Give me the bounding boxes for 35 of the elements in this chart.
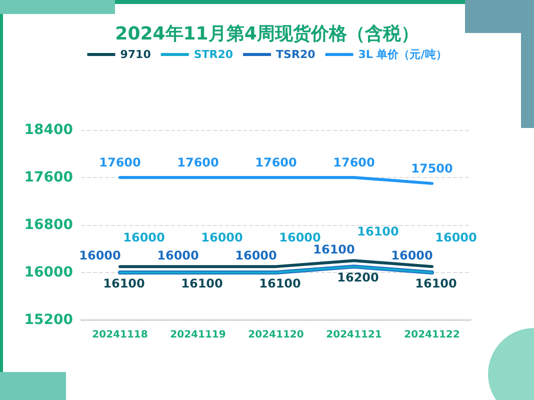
data-label: 16000 [279, 230, 321, 244]
data-label: 16100 [103, 276, 145, 291]
data-label: 17600 [333, 156, 375, 170]
data-label: 17600 [255, 156, 297, 170]
y-tick-label: 15200 [24, 312, 74, 328]
y-tick-label: 18400 [24, 122, 74, 138]
x-tick-label: 20241121 [326, 330, 382, 340]
y-tick-label: 16000 [24, 264, 74, 280]
data-label: 16100 [181, 276, 223, 291]
x-tick-label: 20241118 [92, 330, 148, 340]
data-label: 17500 [411, 161, 453, 176]
data-label: 16100 [259, 276, 301, 291]
data-label: 16000 [79, 248, 121, 262]
data-label: 16100 [415, 276, 457, 291]
data-label: 17600 [99, 156, 141, 170]
data-label: 16100 [313, 242, 355, 257]
data-label: 16000 [235, 248, 277, 262]
legend-label: TSR20 [276, 48, 316, 61]
y-tick-label: 17600 [24, 170, 74, 186]
legend-label: STR20 [194, 48, 234, 61]
x-tick-label: 20241122 [404, 330, 460, 340]
data-label: 16000 [201, 230, 243, 244]
x-tick-label: 20241120 [248, 330, 304, 340]
legend-label: 3L 单价（元/吨） [358, 48, 447, 61]
data-label: 16000 [157, 248, 199, 262]
legend-label: 9710 [120, 48, 152, 61]
y-tick-label: 16800 [24, 217, 74, 233]
chart-title: 2024年11月第4周现货价格（含税） [115, 24, 419, 44]
data-label: 17600 [177, 156, 219, 170]
data-label: 16200 [337, 270, 379, 285]
x-tick-label: 20241119 [170, 330, 226, 340]
data-label: 16000 [435, 230, 477, 244]
data-label: 16000 [123, 230, 165, 244]
data-label: 16100 [357, 224, 399, 239]
data-label: 16000 [391, 248, 433, 262]
